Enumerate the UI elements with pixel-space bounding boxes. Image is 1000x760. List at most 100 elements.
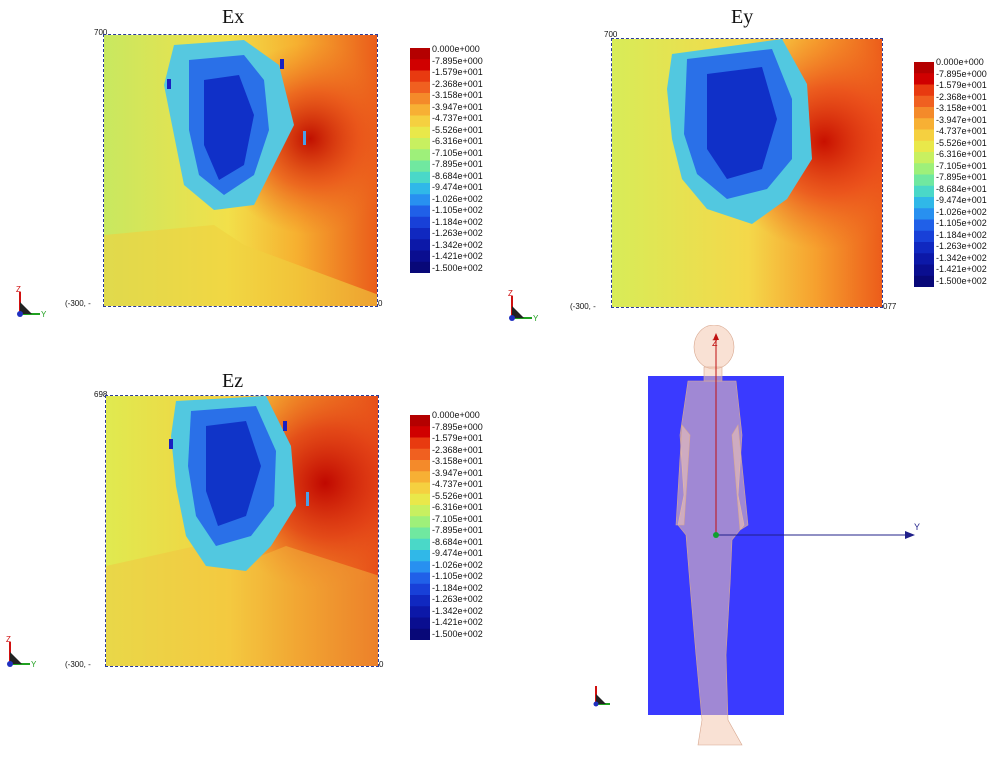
colorbar-segment bbox=[914, 185, 934, 198]
ex-top-label: 700 bbox=[94, 28, 108, 37]
colorbar-segment bbox=[410, 48, 430, 60]
ey-field-plot bbox=[612, 39, 882, 307]
colorbar-tick-label: -7.105e+001 bbox=[432, 147, 483, 158]
ez-title: Ez bbox=[222, 370, 244, 392]
ex-field-map bbox=[103, 34, 378, 307]
colorbar-tick-label: -2.368e+001 bbox=[936, 91, 987, 102]
colorbar-tick-label: -1.184e+002 bbox=[936, 229, 987, 240]
human-body-model bbox=[670, 324, 750, 755]
colorbar-tick-label: -8.684e+001 bbox=[432, 536, 483, 547]
colorbar-tick-label: -1.026e+002 bbox=[432, 559, 483, 570]
colorbar-segment bbox=[410, 59, 430, 71]
ex-colorbar-labels: 0.000e+000 -7.895e+000 -1.579e+001 -2.36… bbox=[432, 44, 483, 274]
colorbar-segment bbox=[410, 70, 430, 83]
colorbar-tick-label: -1.026e+002 bbox=[936, 206, 987, 217]
colorbar-tick-label: -3.947e+001 bbox=[936, 114, 987, 125]
colorbar-segment bbox=[914, 73, 934, 85]
colorbar-segment bbox=[410, 471, 430, 483]
colorbar-tick-label: -7.895e+000 bbox=[936, 68, 987, 79]
ez-axis-triad-icon: Z Y bbox=[2, 634, 38, 670]
colorbar-tick-label: -7.105e+001 bbox=[432, 513, 483, 524]
colorbar-tick-label: 0.000e+000 bbox=[936, 57, 984, 67]
colorbar-segment bbox=[410, 250, 430, 263]
colorbar-tick-label: -5.526e+001 bbox=[432, 124, 483, 135]
coordinate-axes-icon: Z Y bbox=[700, 330, 930, 550]
colorbar-segment bbox=[410, 606, 430, 618]
colorbar-segment bbox=[914, 253, 934, 265]
z-axis-label: Z bbox=[508, 289, 513, 298]
ey-field-map bbox=[611, 38, 883, 308]
colorbar-segment bbox=[410, 415, 430, 427]
colorbar-segment bbox=[410, 205, 430, 218]
colorbar-tick-label: -1.105e+002 bbox=[432, 571, 483, 581]
colorbar-tick-label: -1.342e+002 bbox=[432, 605, 483, 616]
colorbar-tick-label: -9.474e+001 bbox=[432, 548, 483, 558]
colorbar-tick-label: -1.579e+001 bbox=[432, 67, 483, 77]
colorbar-tick-label: -6.316e+001 bbox=[432, 502, 483, 512]
colorbar-segment bbox=[914, 163, 934, 175]
colorbar-tick-label: -1.105e+002 bbox=[432, 205, 483, 215]
model-z-axis-label: Z bbox=[712, 338, 718, 348]
colorbar-tick-label: -1.026e+002 bbox=[432, 193, 483, 204]
colorbar-tick-label: -5.526e+001 bbox=[936, 137, 987, 148]
colorbar-segment bbox=[410, 194, 430, 206]
colorbar-tick-label: -1.500e+002 bbox=[432, 628, 483, 639]
colorbar-segment bbox=[914, 140, 934, 153]
colorbar-segment bbox=[914, 174, 934, 187]
colorbar-tick-label: -8.684e+001 bbox=[432, 170, 483, 181]
colorbar-tick-label: -7.895e+001 bbox=[432, 525, 483, 535]
colorbar-tick-label: -1.263e+002 bbox=[432, 594, 483, 604]
ez-left-label: (-300, - bbox=[65, 660, 91, 669]
colorbar-segment bbox=[914, 152, 934, 164]
colorbar-segment bbox=[410, 617, 430, 630]
colorbar-tick-label: -1.500e+002 bbox=[432, 262, 483, 273]
colorbar-tick-label: -1.421e+002 bbox=[432, 617, 483, 627]
colorbar-segment bbox=[410, 460, 430, 472]
colorbar-tick-label: 0.000e+000 bbox=[432, 44, 480, 54]
colorbar-tick-label: -5.526e+001 bbox=[432, 490, 483, 501]
colorbar-segment bbox=[410, 171, 430, 184]
colorbar-tick-label: -6.316e+001 bbox=[936, 149, 987, 159]
ex-right-label: 0 bbox=[378, 299, 383, 308]
colorbar-tick-label: -1.421e+002 bbox=[432, 251, 483, 261]
ex-title: Ex bbox=[222, 6, 245, 28]
colorbar-segment bbox=[914, 107, 934, 119]
colorbar-tick-label: -1.342e+002 bbox=[432, 239, 483, 250]
colorbar-segment bbox=[410, 426, 430, 438]
colorbar-segment bbox=[410, 583, 430, 596]
colorbar-tick-label: -3.947e+001 bbox=[432, 467, 483, 478]
ex-colorbar bbox=[410, 48, 430, 274]
colorbar-segment bbox=[410, 138, 430, 150]
y-axis-label: Y bbox=[533, 314, 539, 323]
colorbar-tick-label: -7.105e+001 bbox=[936, 160, 987, 171]
ez-field-plot bbox=[106, 396, 378, 666]
ez-colorbar bbox=[410, 415, 430, 641]
colorbar-segment bbox=[914, 62, 934, 74]
ez-colorbar-labels: 0.000e+000 -7.895e+000 -1.579e+001 -2.36… bbox=[432, 410, 483, 640]
colorbar-segment bbox=[914, 230, 934, 243]
ey-right-label: 077 bbox=[883, 302, 897, 311]
colorbar-segment bbox=[914, 242, 934, 254]
colorbar-tick-label: -8.684e+001 bbox=[936, 183, 987, 194]
colorbar-segment bbox=[410, 561, 430, 573]
colorbar-tick-label: -7.895e+001 bbox=[936, 172, 987, 182]
colorbar-tick-label: -3.158e+001 bbox=[432, 456, 483, 466]
model-y-axis-label: Y bbox=[914, 522, 920, 532]
colorbar-tick-label: -3.158e+001 bbox=[432, 90, 483, 100]
ey-axis-triad-icon: Z Y bbox=[504, 288, 540, 324]
colorbar-segment bbox=[410, 126, 430, 139]
colorbar-segment bbox=[410, 493, 430, 506]
ey-colorbar-labels: 0.000e+000 -7.895e+000 -1.579e+001 -2.36… bbox=[936, 57, 987, 287]
colorbar-segment bbox=[914, 208, 934, 220]
colorbar-segment bbox=[410, 93, 430, 105]
colorbar-segment bbox=[410, 437, 430, 450]
colorbar-segment bbox=[410, 160, 430, 173]
colorbar-segment bbox=[914, 118, 934, 130]
model-axis-triad-icon bbox=[588, 680, 618, 710]
colorbar-segment bbox=[410, 505, 430, 517]
colorbar-segment bbox=[410, 228, 430, 240]
ey-title: Ey bbox=[731, 6, 754, 28]
colorbar-segment bbox=[914, 84, 934, 97]
colorbar-segment bbox=[410, 149, 430, 161]
colorbar-tick-label: -1.579e+001 bbox=[432, 433, 483, 443]
